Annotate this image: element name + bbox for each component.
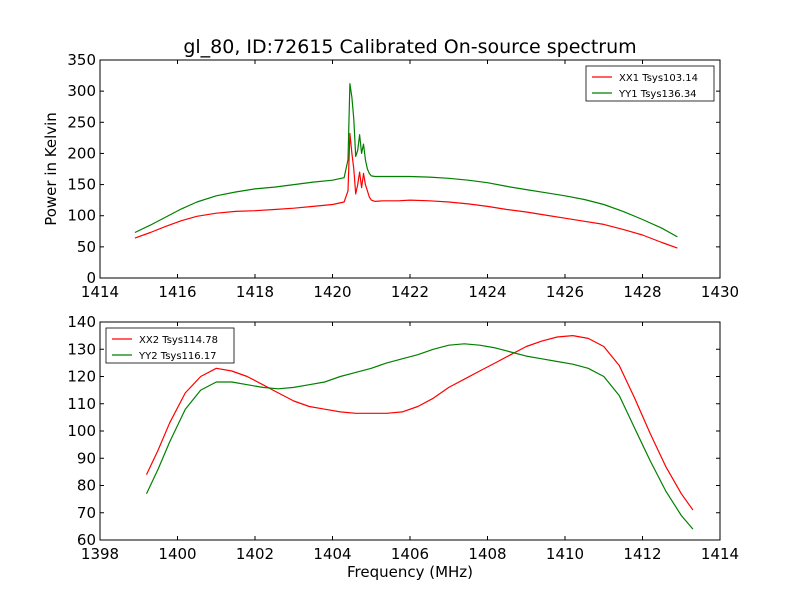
top-x-tick-label: 1416 (158, 283, 196, 301)
top-series-1-line (134, 132, 678, 249)
bottom-x-tick-label: 1400 (158, 545, 196, 563)
top-x-tick-label: 1422 (391, 283, 429, 301)
bottom-y-tick-label: 80 (77, 477, 96, 495)
bottom-x-tick-label: 1406 (391, 545, 429, 563)
bottom-legend-box (105, 327, 235, 364)
bottom-y-tick-label: 90 (77, 449, 96, 467)
top-x-tick-label: 1420 (313, 283, 351, 301)
top-y-tick-label: 50 (77, 238, 96, 256)
top-legend-box (585, 65, 715, 102)
bottom-series-1-line (145, 335, 694, 511)
bottom-legend-label-2: YY2 Tsys116.17 (138, 351, 217, 362)
top-y-tick-label: 300 (67, 82, 96, 100)
top-y-tick-label: 200 (67, 144, 96, 162)
top-y-tick-label: 0 (86, 269, 96, 287)
top-y-tick-label: 250 (67, 113, 96, 131)
x-axis-label: Frequency (MHz) (347, 563, 473, 581)
bottom-x-tick-label: 1414 (701, 545, 739, 563)
bottom-x-tick-label: 1402 (236, 545, 274, 563)
top-x-tick-label: 1424 (468, 283, 506, 301)
top-y-tick-label: 350 (67, 51, 96, 69)
top-y-tick-label: 150 (67, 176, 96, 194)
top-y-tick-label: 100 (67, 207, 96, 225)
figure-title: gl_80, ID:72615 Calibrated On-source spe… (183, 36, 636, 58)
bottom-x-tick-label: 1408 (468, 545, 506, 563)
top-x-tick-label: 1430 (701, 283, 739, 301)
top-legend-label-2: YY1 Tsys136.34 (618, 89, 697, 100)
bottom-y-tick-label: 130 (67, 340, 96, 358)
bottom-y-tick-label: 60 (77, 531, 96, 549)
top-x-tick-label: 1426 (546, 283, 584, 301)
bottom-panel: 1398 1400 1402 1404 1406 1408 1410 1412 1414 60 70… (67, 313, 739, 563)
top-panel: 1414 1416 1418 1420 1422 1424 1426 1428 1430 0 50 1… (67, 51, 739, 301)
top-legend-label-1: XX1 Tsys103.14 (619, 73, 698, 84)
top-series-2-line (134, 83, 678, 238)
top-x-tick-label: 1418 (236, 283, 274, 301)
bottom-x-tick-label: 1398 (81, 545, 119, 563)
bottom-x-tick-label: 1412 (623, 545, 661, 563)
bottom-y-tick-label: 70 (77, 504, 96, 522)
bottom-y-tick-label: 100 (67, 422, 96, 440)
bottom-series-2-line (145, 343, 694, 530)
bottom-x-tick-label: 1404 (313, 545, 351, 563)
bottom-legend-label-1: XX2 Tsys114.78 (139, 335, 218, 346)
bottom-y-tick-label: 110 (67, 395, 96, 413)
bottom-x-tick-label: 1410 (546, 545, 584, 563)
bottom-y-tick-label: 120 (67, 368, 96, 386)
top-x-tick-label: 1428 (623, 283, 661, 301)
bottom-y-tick-label: 140 (67, 313, 96, 331)
top-x-tick-label: 1414 (81, 283, 119, 301)
y-axis-label-top: Power in Kelvin (42, 112, 60, 226)
